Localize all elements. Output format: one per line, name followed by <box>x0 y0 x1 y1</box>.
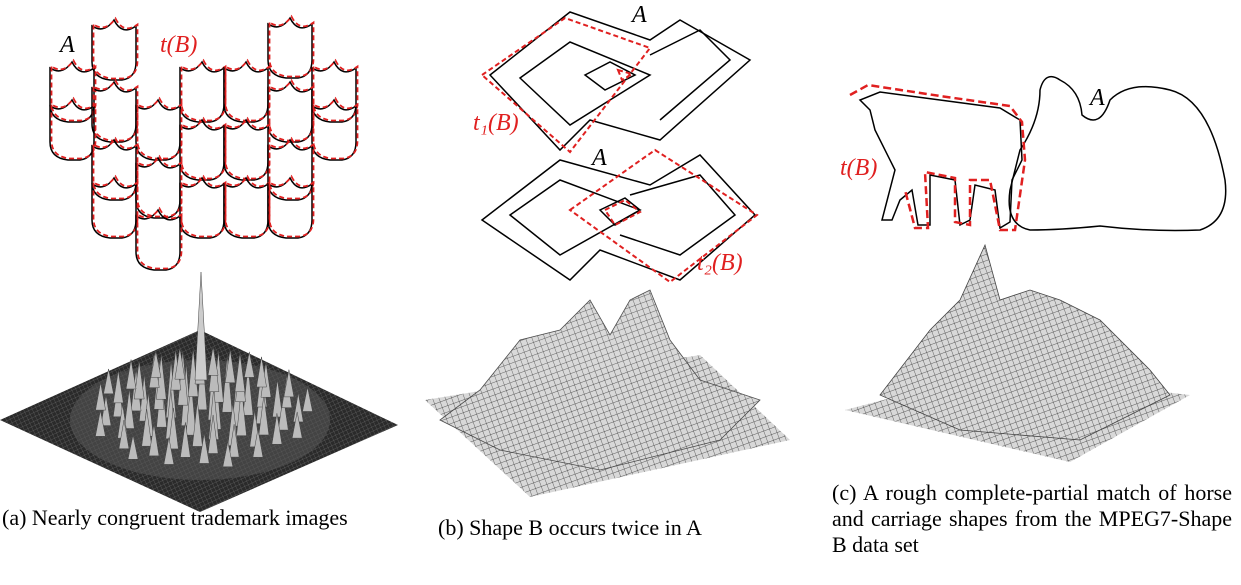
cup-match <box>52 99 96 159</box>
cup-match <box>270 139 314 199</box>
cup-match <box>270 17 314 77</box>
cup-match <box>182 177 226 237</box>
cup-match <box>94 19 138 79</box>
label-tb: t(B) <box>160 32 197 58</box>
surface-peaks-c <box>880 245 1170 440</box>
cup-match <box>138 99 182 159</box>
caption-b: (b) Shape B occurs twice in A <box>438 515 798 541</box>
horse <box>860 92 1022 228</box>
label-tb-c: t(B) <box>840 155 877 181</box>
label-t1: t₁(B) <box>473 110 519 136</box>
trademark-shapes <box>50 17 358 271</box>
cup-match <box>226 61 270 121</box>
spike <box>195 272 207 380</box>
shape-a-top <box>490 12 750 150</box>
cup-match <box>226 177 270 237</box>
cup-match <box>182 119 226 179</box>
label-a-b1: A <box>630 2 647 28</box>
cup-match <box>226 119 270 179</box>
label-a-c: A <box>1088 85 1105 111</box>
label-t2: t₂(B) <box>697 250 743 276</box>
label-a: A <box>58 32 75 58</box>
cup-match <box>94 177 138 237</box>
cup-match <box>94 81 138 141</box>
label-a-b2: A <box>590 145 607 171</box>
cup-match <box>52 61 96 121</box>
carriage <box>1009 77 1226 231</box>
cup-match <box>270 81 314 141</box>
cup-match <box>182 61 226 121</box>
cup-match <box>314 61 358 121</box>
caption-c: (c) A rough complete-partial match of ho… <box>832 480 1232 558</box>
cup-match <box>314 99 358 159</box>
cup-match <box>270 177 314 237</box>
caption-a: (a) Nearly congruent trademark images <box>2 505 392 531</box>
figure: A t(B) A t₁(B) A t₂(B) A t(B) (a) Nearly… <box>0 0 1241 585</box>
cup-match <box>94 139 138 199</box>
